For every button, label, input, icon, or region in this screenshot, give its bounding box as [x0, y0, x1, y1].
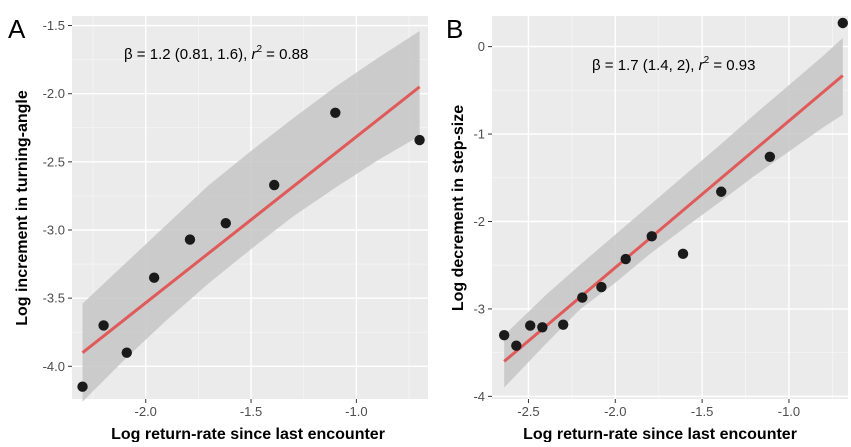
x-tick-label: -1.5 — [240, 404, 262, 419]
y-axis-title: Log increment in turning-angle — [14, 90, 31, 326]
x-tick-label: -2.5 — [517, 404, 539, 419]
panel-label: B — [446, 14, 463, 44]
data-point — [525, 320, 536, 331]
x-tick-label: -2.0 — [604, 404, 626, 419]
x-tick-label: -1.0 — [345, 404, 367, 419]
panel-a: -2.0 -1.5 -1.0 -4.0 -3.5 -3.0 -2.5 -2.0 -1.5 β = … — [8, 14, 428, 443]
data-point — [764, 151, 776, 162]
data-point — [414, 134, 425, 146]
y-tick-label: -4.0 — [43, 359, 65, 374]
data-point — [511, 340, 522, 351]
panel-label: A — [8, 14, 26, 44]
data-point — [596, 281, 607, 293]
data-point — [646, 231, 657, 242]
y-tick-label: 0 — [478, 39, 485, 54]
regression-line — [81, 85, 421, 354]
confidence-ribbon — [82, 30, 420, 402]
data-point — [837, 17, 848, 29]
panel-b: -2.5 -2.0 -1.5 -1.0 -4 -3 -2 -1 0 β = 1.7 (1.4, 2… — [446, 14, 848, 443]
data-point — [537, 322, 548, 333]
data-point — [148, 272, 160, 283]
data-point — [677, 248, 689, 260]
data-point — [716, 186, 727, 197]
y-tick-label: -2 — [473, 214, 485, 229]
annotation-r-exponent: 2 — [256, 44, 262, 55]
y-tick-label: -1 — [473, 127, 485, 142]
regression-annotation: β = 1.2 (0.81, 1.6), r2 = 0.88 — [124, 44, 308, 63]
y-tick-label: -3 — [473, 301, 485, 316]
data-point — [269, 179, 280, 191]
y-tick-label: -3.5 — [43, 291, 65, 306]
x-axis-title: Log return-rate since last encounter — [523, 426, 797, 442]
annotation-beta: β = 1.7 (1.4, 2), — [592, 57, 699, 74]
annotation-r2-value: = 0.93 — [709, 57, 755, 74]
annotation-beta: β = 1.2 (0.81, 1.6), — [124, 46, 251, 63]
y-tick-label: -2.5 — [43, 154, 65, 169]
data-point — [98, 320, 109, 331]
data-point — [558, 319, 569, 330]
data-point — [498, 329, 510, 341]
y-tick-label: -1.5 — [43, 18, 65, 33]
data-point — [77, 381, 88, 392]
annotation-r2-value: = 0.88 — [262, 46, 308, 63]
x-tick-label: -1.5 — [691, 404, 713, 419]
y-tick-label: -3.0 — [43, 222, 65, 237]
y-tick-label: -4 — [473, 389, 485, 404]
x-axis-title: Log return-rate since last encounter — [111, 426, 385, 442]
data-point — [620, 253, 631, 265]
regression-line — [503, 74, 844, 363]
data-point — [577, 292, 588, 303]
data-point — [121, 347, 132, 358]
annotation-r-exponent: 2 — [704, 55, 710, 66]
data-point — [330, 107, 341, 118]
regression-annotation: β = 1.7 (1.4, 2), r2 = 0.93 — [592, 55, 755, 74]
annotation-r-symbol: r — [699, 57, 705, 74]
annotation-r-symbol: r — [251, 46, 257, 63]
data-point — [220, 217, 231, 229]
confidence-ribbon — [504, 37, 843, 388]
x-tick-label: -1.0 — [778, 404, 800, 419]
y-axis-title: Log decrement in step-size — [450, 105, 467, 311]
data-point — [184, 234, 196, 245]
x-tick-label: -2.0 — [135, 404, 157, 419]
y-tick-label: -2.0 — [43, 86, 65, 101]
